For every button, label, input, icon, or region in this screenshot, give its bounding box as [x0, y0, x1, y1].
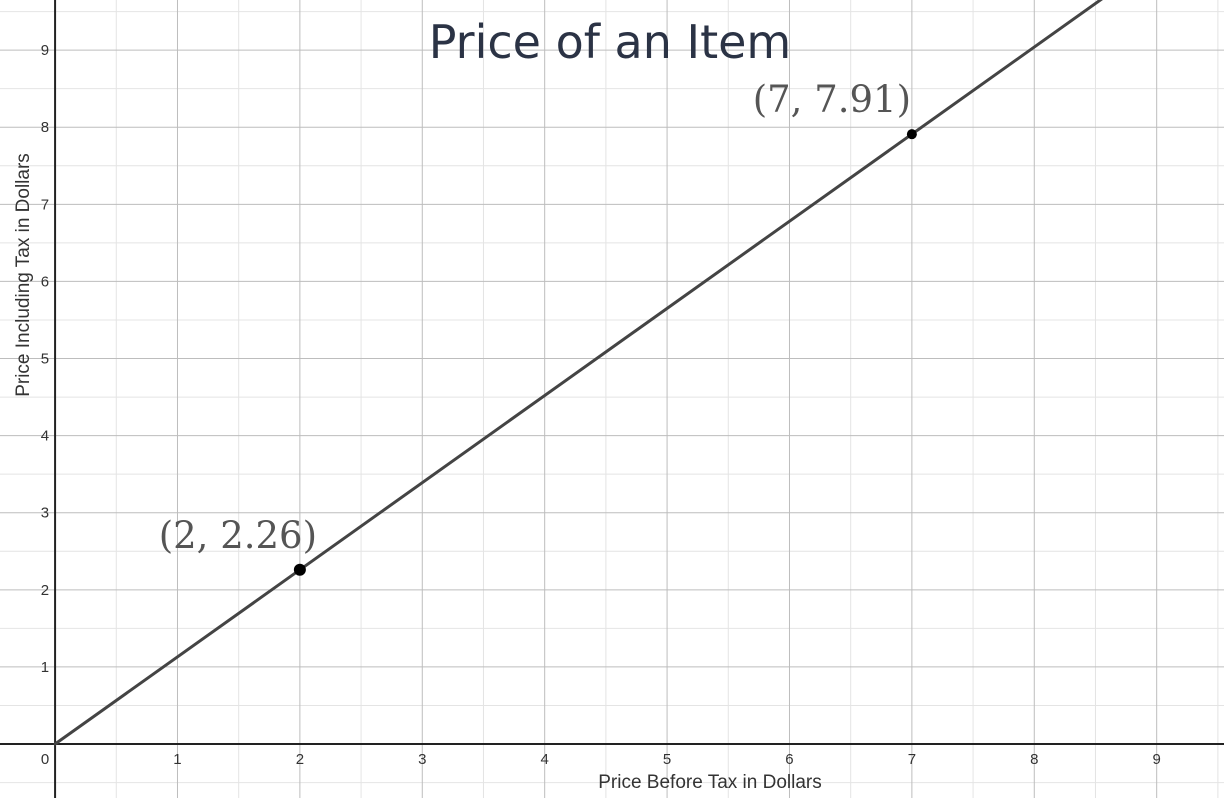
y-tick-label: 1	[41, 659, 49, 676]
series-line	[53, 0, 1103, 746]
data-point-label: (7, 7.91)	[753, 78, 911, 121]
x-tick-label: 3	[418, 751, 426, 768]
x-tick-label: 7	[908, 751, 916, 768]
x-tick-label: 0	[41, 751, 49, 768]
tick-labels: 0 1 2 3 4 5 6 7 8 9 1 2 3 4 5 6 7 8 9	[41, 42, 1161, 768]
y-tick-label: 9	[41, 42, 49, 59]
x-tick-label: 1	[173, 751, 181, 768]
x-tick-label: 8	[1030, 751, 1038, 768]
x-tick-label: 9	[1153, 751, 1161, 768]
x-tick-label: 5	[663, 751, 671, 768]
data-point	[293, 563, 306, 576]
data-point-label: (2, 2.26)	[159, 514, 317, 557]
y-tick-label: 2	[41, 582, 49, 599]
x-tick-label: 4	[541, 751, 549, 768]
data-point	[906, 129, 917, 140]
y-tick-label: 5	[41, 351, 49, 368]
x-axis-label: Price Before Tax in Dollars	[598, 772, 822, 793]
y-tick-label: 7	[41, 196, 49, 213]
data-points: (2, 2.26) (7, 7.91)	[159, 78, 917, 576]
y-tick-label: 3	[41, 505, 49, 522]
chart-title: Price of an Item	[429, 15, 791, 69]
y-tick-label: 4	[41, 428, 49, 445]
y-tick-label: 8	[41, 119, 49, 136]
y-tick-label: 6	[41, 273, 49, 290]
x-tick-label: 2	[296, 751, 304, 768]
x-tick-label: 6	[785, 751, 793, 768]
series-lines	[53, 0, 1103, 746]
y-axis-label: Price Including Tax in Dollars	[13, 153, 34, 397]
